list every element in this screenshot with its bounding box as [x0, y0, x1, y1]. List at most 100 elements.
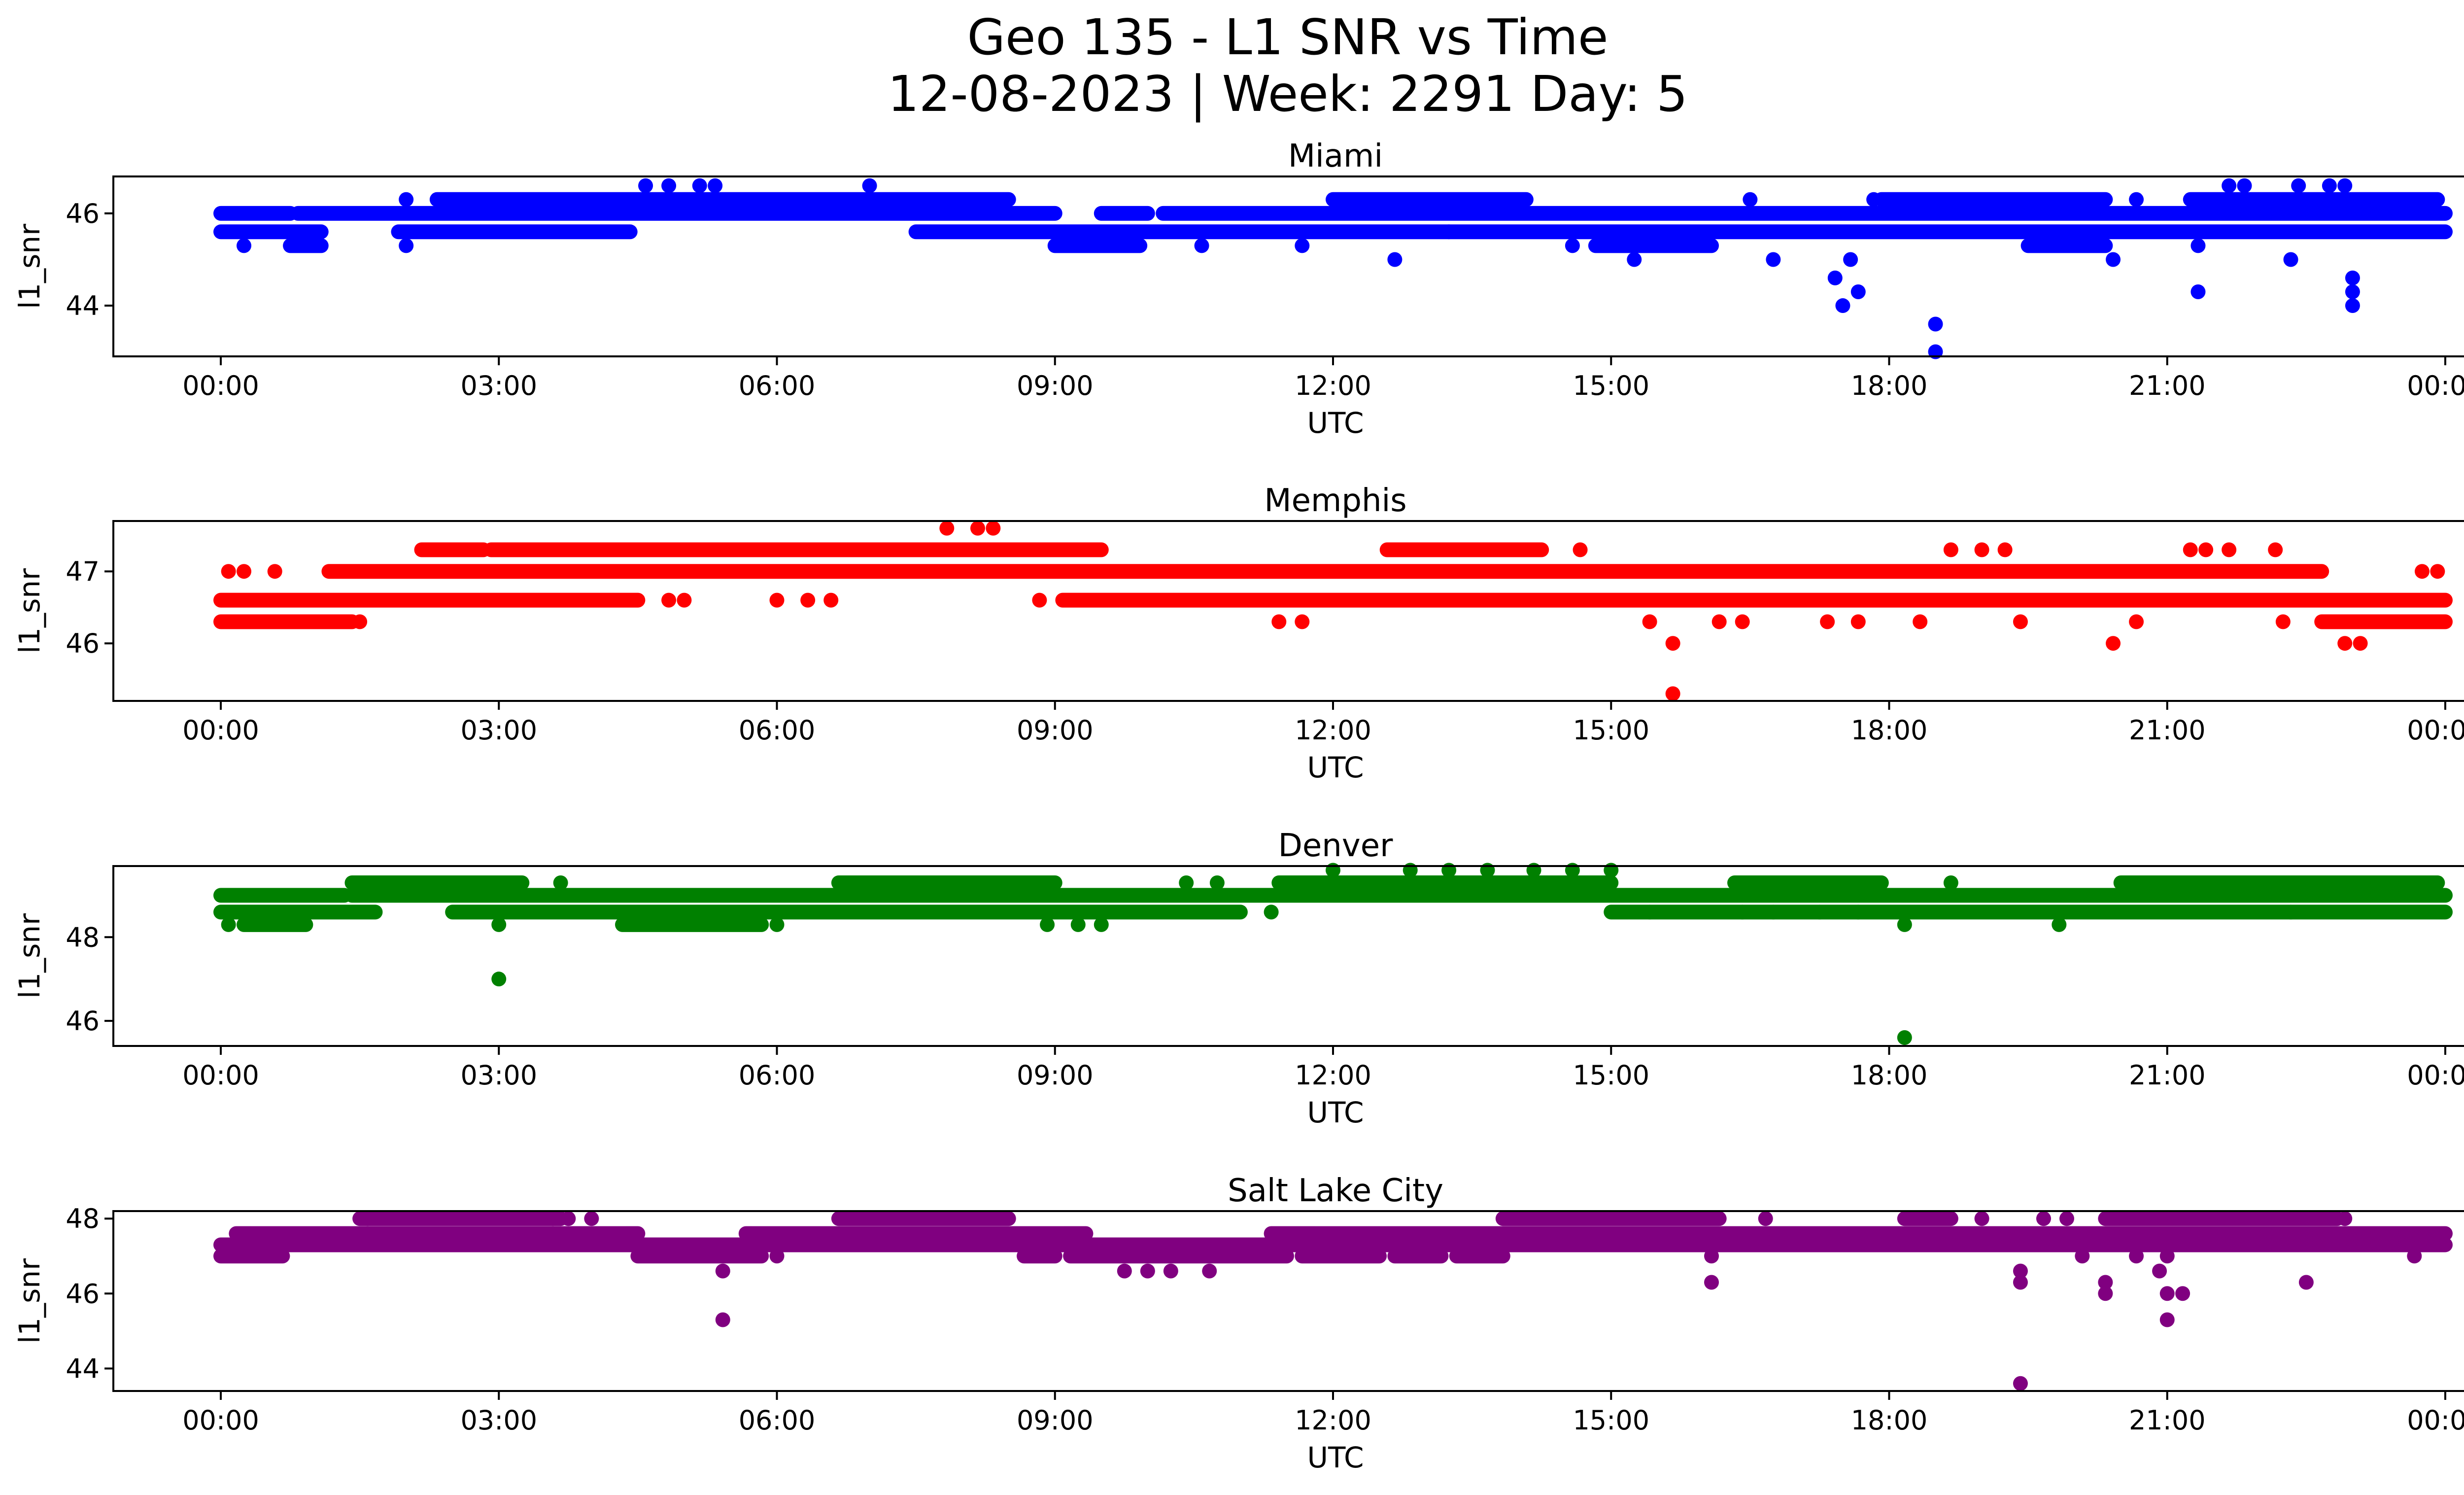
memphis-point-28: [2106, 636, 2121, 651]
salt-lake-city-point-12: [1202, 1263, 1217, 1279]
denver-point-11: [1326, 863, 1340, 878]
miami-point-30: [2291, 178, 2306, 193]
salt-lake-city-point-8: [877, 1237, 892, 1252]
memphis-point-2: [267, 564, 282, 579]
denver-point-20: [1766, 904, 1781, 920]
memphis-point-run-1-0: [321, 564, 2329, 579]
denver-point-27: [2283, 904, 2298, 920]
salt-lake-city-ytick-label-0: 44: [66, 1353, 100, 1384]
salt-lake-city-point-3: [561, 1211, 576, 1226]
miami-point-run-2-0: [429, 192, 1016, 207]
denver-point-21: [1812, 904, 1827, 920]
salt-lake-city-point-26: [2152, 1263, 2167, 1279]
salt-lake-city-xtick-label-0: 00:00: [182, 1405, 259, 1436]
memphis-point-14: [1295, 614, 1310, 629]
memphis-point-10: [970, 521, 986, 536]
memphis-point-25: [1974, 542, 1989, 557]
salt-lake-city-point-run-3-0: [352, 1211, 568, 1226]
miami-xtick-label-8: 00:00: [2407, 370, 2464, 401]
denver-xtick-label-2: 06:00: [739, 1060, 816, 1091]
memphis-point-37: [2414, 564, 2430, 579]
miami-xtick-label-2: 06:00: [739, 370, 816, 401]
memphis-point-24: [1943, 542, 1958, 557]
memphis-point-34: [2275, 614, 2291, 629]
subplot-memphis: Memphis 00:00 03:00 06:00 09:00 12:00 15:00 18:…: [13, 483, 2464, 784]
denver-point-2: [491, 917, 507, 932]
miami-point-28: [2237, 178, 2252, 193]
salt-lake-city-point-7: [769, 1249, 785, 1264]
miami-data-points: [213, 178, 2453, 359]
denver-point-25: [1943, 875, 1958, 890]
denver-ytick-label-0: 46: [66, 1006, 100, 1037]
miami-point-7: [862, 178, 877, 193]
denver-point-4: [769, 917, 785, 932]
salt-lake-city-point-2: [545, 1211, 560, 1226]
salt-lake-city-point-4: [584, 1211, 599, 1226]
memphis-point-8: [823, 592, 839, 608]
salt-lake-city-point-run-2-2: [1264, 1226, 2453, 1241]
salt-lake-city-ytick-label-2: 48: [66, 1203, 100, 1234]
miami-point-25: [2190, 284, 2206, 299]
salt-lake-city-point-19: [2013, 1376, 2028, 1391]
salt-lake-city-point-1: [460, 1237, 476, 1252]
denver-point-12: [1403, 863, 1418, 878]
memphis-point-29: [2129, 614, 2144, 629]
salt-lake-city-xtick-label-3: 09:00: [1017, 1405, 1094, 1436]
memphis-point-9: [939, 521, 955, 536]
memphis-point-13: [1271, 614, 1287, 629]
denver-xtick-label-3: 09:00: [1017, 1060, 1094, 1091]
salt-lake-city-point-run-0-3: [1063, 1249, 1294, 1264]
salt-lake-city-point-run-3-4: [2098, 1211, 2345, 1226]
salt-lake-city-point-22: [2075, 1249, 2090, 1264]
memphis-point-32: [2222, 542, 2237, 557]
salt-lake-city-point-run-0-1: [630, 1249, 769, 1264]
memphis-point-run-2-2: [1379, 542, 1549, 557]
denver-point-23: [1897, 917, 1912, 932]
salt-lake-city-point-27: [2159, 1286, 2175, 1301]
denver-point-run-2-1: [831, 875, 1062, 890]
salt-lake-city-point-6: [715, 1312, 730, 1327]
memphis-xtick-label-2: 06:00: [739, 715, 816, 746]
miami-point-12: [1565, 238, 1580, 253]
memphis-point-11: [986, 521, 1001, 536]
memphis-point-17: [1665, 636, 1680, 651]
denver-point-run-2-4: [2113, 875, 2445, 890]
miami-xtick-label-1: 03:00: [460, 370, 537, 401]
denver-xtick-label-0: 00:00: [182, 1060, 259, 1091]
miami-xtick-label-7: 21:00: [2129, 370, 2206, 401]
salt-lake-city-point-0: [360, 1211, 375, 1226]
denver-xtick-label-6: 18:00: [1851, 1060, 1928, 1091]
denver-data-points: [213, 863, 2453, 1045]
memphis-point-3: [352, 614, 368, 629]
salt-lake-city-xtick-label-4: 12:00: [1295, 1405, 1371, 1436]
miami-point-run-3-1: [1047, 238, 1148, 253]
salt-lake-city-point-25: [2129, 1249, 2144, 1264]
salt-lake-city-point-15: [1758, 1211, 1773, 1226]
miami-point-24: [2129, 192, 2144, 207]
miami-point-run-1-2: [1094, 206, 1155, 221]
denver-point-18: [1642, 904, 1657, 920]
salt-lake-city-point-14: [1704, 1249, 1719, 1264]
miami-point-8: [1194, 238, 1209, 253]
miami-xtick-label-6: 18:00: [1851, 370, 1928, 401]
memphis-xtick-label-8: 00:00: [2407, 715, 2464, 746]
memphis-point-18: [1665, 686, 1680, 701]
salt-lake-city-point-run-0-2: [1017, 1249, 1062, 1264]
salt-lake-city-x-axis-label: UTC: [1307, 1441, 1364, 1474]
memphis-xtick-label-1: 03:00: [460, 715, 537, 746]
miami-ytick-label-1: 46: [66, 198, 100, 229]
miami-point-run-0-2: [908, 224, 2453, 240]
memphis-xtick-label-5: 15:00: [1573, 715, 1649, 746]
miami-point-run-3-3: [2020, 238, 2113, 253]
salt-lake-city-point-11: [1163, 1263, 1178, 1279]
miami-point-9: [1295, 238, 1310, 253]
salt-lake-city-point-32: [2337, 1211, 2353, 1226]
memphis-point-26: [1997, 542, 2013, 557]
miami-point-run-2-2: [1874, 192, 2113, 207]
denver-axes-frame: [112, 865, 2464, 1047]
denver-xtick-label-1: 03:00: [460, 1060, 537, 1091]
miami-point-35: [2345, 270, 2360, 285]
denver-point-run-0-0: [213, 904, 383, 920]
salt-lake-city-title: Salt Lake City: [1228, 1173, 1443, 1209]
